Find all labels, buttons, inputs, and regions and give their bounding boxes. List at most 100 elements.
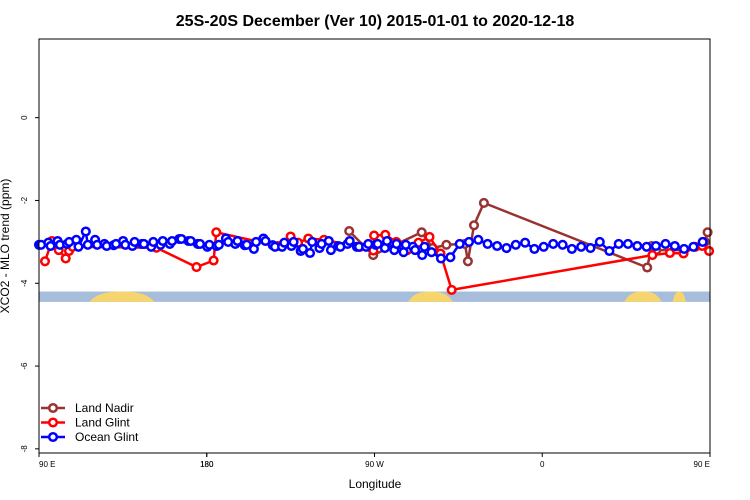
land-segment [89, 291, 155, 302]
data-point [445, 252, 456, 263]
data-point [501, 243, 512, 254]
data-point [660, 238, 671, 249]
data-point [323, 235, 334, 247]
data-point [688, 241, 699, 252]
legend-item: Ocean Glint [41, 430, 139, 444]
data-point [435, 253, 447, 264]
data-point [213, 239, 224, 250]
data-point [613, 238, 624, 249]
data-point [80, 226, 91, 237]
data-point [410, 245, 421, 256]
legend-swatch-marker [47, 417, 59, 428]
data-point [191, 262, 202, 273]
data-point [650, 240, 661, 252]
x-tick-label: 180 [200, 460, 214, 469]
legend-label: Land Nadir [75, 401, 134, 415]
data-point [697, 236, 708, 247]
legend-item: Land Nadir [41, 401, 134, 415]
data-point [297, 243, 308, 254]
data-point [307, 236, 318, 247]
series-layer [33, 197, 715, 295]
data-point [372, 238, 383, 249]
data-point [304, 247, 316, 259]
data-point [325, 245, 336, 256]
data-point [647, 250, 658, 261]
data-point [208, 255, 219, 266]
data-point [468, 220, 480, 231]
data-point [391, 238, 402, 249]
land-segment [408, 291, 453, 302]
data-point [529, 243, 540, 254]
data-point [462, 256, 473, 267]
data-point [454, 238, 465, 249]
data-point [478, 197, 489, 208]
data-point [463, 236, 475, 247]
data-point [622, 238, 634, 249]
data-point [417, 250, 428, 261]
data-point [492, 240, 503, 252]
data-point [566, 243, 577, 254]
data-point [416, 227, 427, 238]
data-point [594, 236, 605, 247]
data-point [538, 241, 549, 252]
chart-title: 25S-20S December (Ver 10) 2015-01-01 to … [176, 13, 575, 30]
y-tick-label: 0 [20, 115, 29, 120]
data-point [39, 256, 51, 267]
data-point [548, 238, 559, 249]
data-point [576, 241, 587, 252]
data-point [73, 241, 84, 252]
data-point [585, 243, 596, 254]
data-point [45, 240, 56, 252]
data-point [482, 238, 493, 249]
data-point [241, 239, 252, 250]
y-tick-label: -6 [20, 362, 29, 370]
land-segment [624, 291, 662, 302]
data-point [704, 245, 715, 257]
y-tick-label: -8 [20, 445, 29, 453]
data-point [424, 231, 435, 242]
data-point [419, 241, 430, 252]
data-point [369, 230, 380, 241]
data-point [446, 284, 457, 295]
data-point [82, 239, 93, 250]
data-point [232, 235, 243, 247]
x-tick-label: 0 [540, 460, 545, 469]
x-tick-label: 90 E [39, 460, 55, 469]
data-point [664, 247, 675, 259]
x-axis-label: Longitude [349, 477, 402, 491]
data-point [344, 226, 355, 237]
legend-label: Land Glint [75, 416, 130, 430]
data-point [260, 235, 271, 247]
data-point [604, 245, 615, 257]
series-ocean-glint [33, 226, 708, 264]
data-point [381, 235, 393, 247]
data-point [344, 235, 355, 247]
legend-swatch-marker [47, 431, 59, 443]
y-axis: 0 -2 -4 -6 -8 [20, 115, 39, 453]
data-point [441, 239, 452, 250]
x-tick-label: 90 W [365, 460, 384, 469]
x-tick-label: 90 E [694, 460, 710, 469]
legend-swatch-marker [47, 402, 59, 414]
legend-item: Land Glint [41, 416, 130, 430]
data-point [288, 236, 299, 247]
land-ocean-band [39, 291, 710, 302]
data-point [669, 240, 680, 252]
legend-label: Ocean Glint [75, 430, 139, 444]
data-point [557, 239, 568, 250]
data-point [679, 243, 690, 254]
series-land-nadir [344, 197, 713, 273]
data-point [473, 234, 484, 245]
y-axis-label: XCO2 - MLO trend (ppm) [0, 179, 12, 314]
data-point [632, 240, 643, 252]
data-point [211, 227, 222, 238]
data-point [642, 262, 653, 273]
data-point [510, 239, 521, 250]
series-land-glint [39, 227, 715, 295]
data-point [520, 237, 531, 248]
land-segment [672, 291, 686, 302]
ocean-band [39, 291, 710, 302]
